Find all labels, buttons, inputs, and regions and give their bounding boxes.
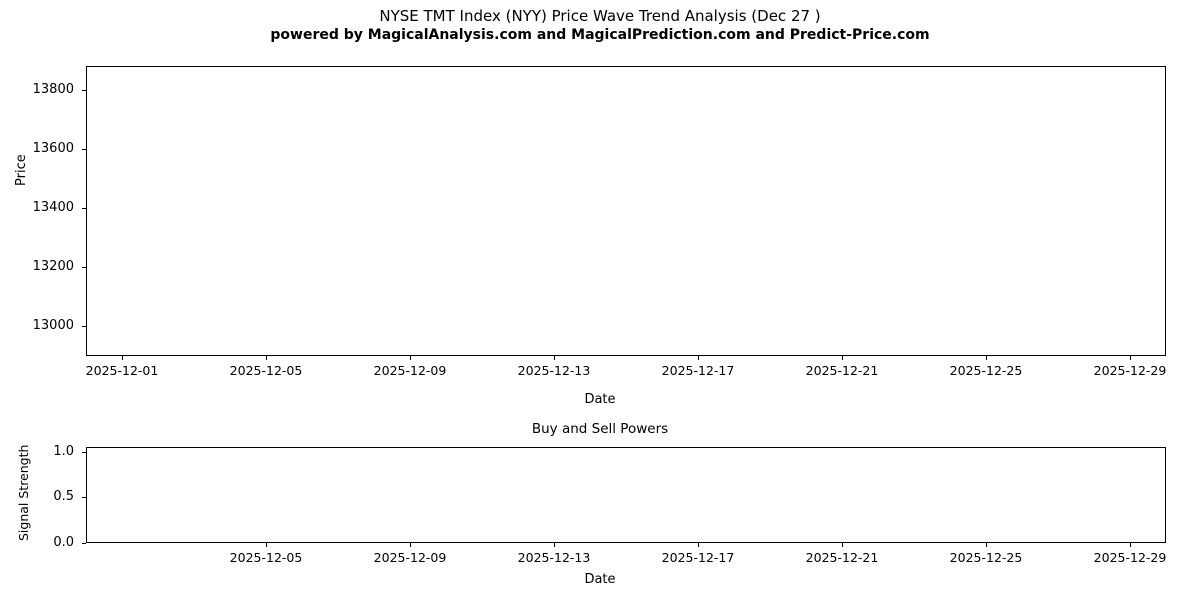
price-ytick-mark — [82, 148, 86, 150]
power-ytick-mark — [82, 543, 86, 544]
price-xtick-label: 2025-12-17 — [661, 363, 735, 378]
power-ytick-label: 1.0 — [53, 443, 74, 459]
price-ytick-mark — [82, 208, 86, 210]
price-ytick-mark — [82, 89, 86, 91]
power-ytick-mark — [82, 451, 86, 453]
price-yaxis-title: Price — [14, 154, 29, 186]
price-ytick-label: 13800 — [32, 81, 74, 97]
power-xtick-label: 2025-12-25 — [949, 550, 1023, 565]
power-xtick-mark — [1130, 543, 1131, 547]
power-xtick-mark — [554, 543, 555, 547]
price-xtick-label: 2025-12-01 — [85, 363, 159, 378]
price-xtick-mark — [1130, 356, 1131, 360]
power-ytick-mark — [82, 497, 86, 499]
price-xtick-mark — [986, 356, 987, 360]
power-xtick-label: 2025-12-21 — [805, 550, 879, 565]
chart-title-block: NYSE TMT Index (NYY) Price Wave Trend An… — [0, 6, 1200, 45]
price-xtick-mark — [842, 356, 843, 360]
power-plot-frame — [86, 447, 1166, 543]
price-xtick-mark — [698, 356, 699, 360]
power-ytick-label: 0.0 — [53, 535, 74, 550]
power-xtick-label: 2025-12-29 — [1093, 550, 1167, 565]
price-xtick-label: 2025-12-25 — [949, 363, 1023, 378]
power-xtick-mark — [266, 543, 267, 547]
price-xtick-label: 2025-12-13 — [517, 363, 591, 378]
power-yaxis-title: Signal Strength — [16, 444, 31, 541]
price-xtick-label: 2025-12-05 — [229, 363, 303, 378]
power-xtick-mark — [842, 543, 843, 547]
power-xtick-label: 2025-12-13 — [517, 550, 591, 565]
price-ytick-mark — [82, 326, 86, 328]
price-xtick-label: 2025-12-29 — [1093, 363, 1167, 378]
page-subtitle: powered by MagicalAnalysis.com and Magic… — [270, 27, 930, 43]
power-xtick-mark — [698, 543, 699, 547]
price-xtick-mark — [554, 356, 555, 360]
power-xtick-label: 2025-12-05 — [229, 550, 303, 565]
power-xtick-mark — [986, 543, 987, 547]
power-chart-panel: MagicalAnalysis.com MagicalPrediction.co… — [86, 447, 1166, 543]
power-chart-title: Buy and Sell Powers — [531, 421, 669, 437]
power-xaxis-title: Date — [584, 572, 616, 587]
price-xtick-label: 2025-12-21 — [805, 363, 879, 378]
price-ytick-label: 13400 — [32, 200, 74, 216]
price-ytick-mark — [82, 267, 86, 269]
price-xaxis-title: Date — [584, 392, 616, 407]
price-chart-panel: MagicalAnalysis.com MagicalPrediction.co… — [86, 66, 1166, 356]
power-ytick-label: 0.5 — [53, 489, 74, 505]
page-title: NYSE TMT Index (NYY) Price Wave Trend An… — [379, 7, 821, 25]
price-xtick-label: 2025-12-09 — [373, 363, 447, 378]
price-xtick-mark — [122, 356, 123, 360]
price-plot-frame — [86, 66, 1166, 356]
price-ytick-label: 13000 — [32, 318, 74, 334]
power-xtick-label: 2025-12-09 — [373, 550, 447, 565]
price-ytick-label: 13600 — [32, 140, 74, 156]
price-xtick-mark — [266, 356, 267, 360]
power-xtick-mark — [410, 543, 411, 547]
power-xtick-label: 2025-12-17 — [661, 550, 735, 565]
price-xtick-mark — [410, 356, 411, 360]
price-ytick-label: 13200 — [32, 259, 74, 275]
